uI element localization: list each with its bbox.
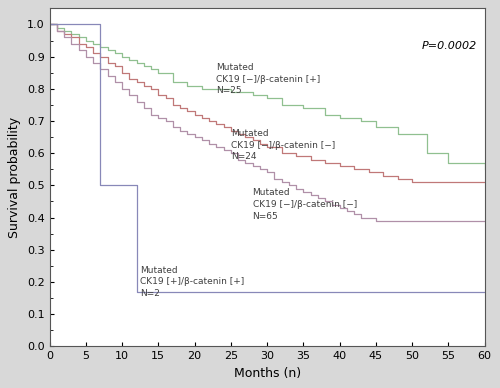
Text: Mutated
CK19 [−]/β-catenin [−]
N=24: Mutated CK19 [−]/β-catenin [−] N=24 xyxy=(231,129,335,161)
Text: Mutated
CK19 [+]/β-catenin [+]
N=2: Mutated CK19 [+]/β-catenin [+] N=2 xyxy=(140,265,244,298)
X-axis label: Months (n): Months (n) xyxy=(234,367,300,380)
Text: Mutated
CK19 [−]/β-catenin [+]
N=25: Mutated CK19 [−]/β-catenin [+] N=25 xyxy=(216,63,320,95)
Text: Mutated
CK19 [−]/β-catenin [−]
N=65: Mutated CK19 [−]/β-catenin [−] N=65 xyxy=(252,188,357,221)
Text: P=0.0002: P=0.0002 xyxy=(422,40,478,50)
Y-axis label: Survival probability: Survival probability xyxy=(8,117,22,238)
